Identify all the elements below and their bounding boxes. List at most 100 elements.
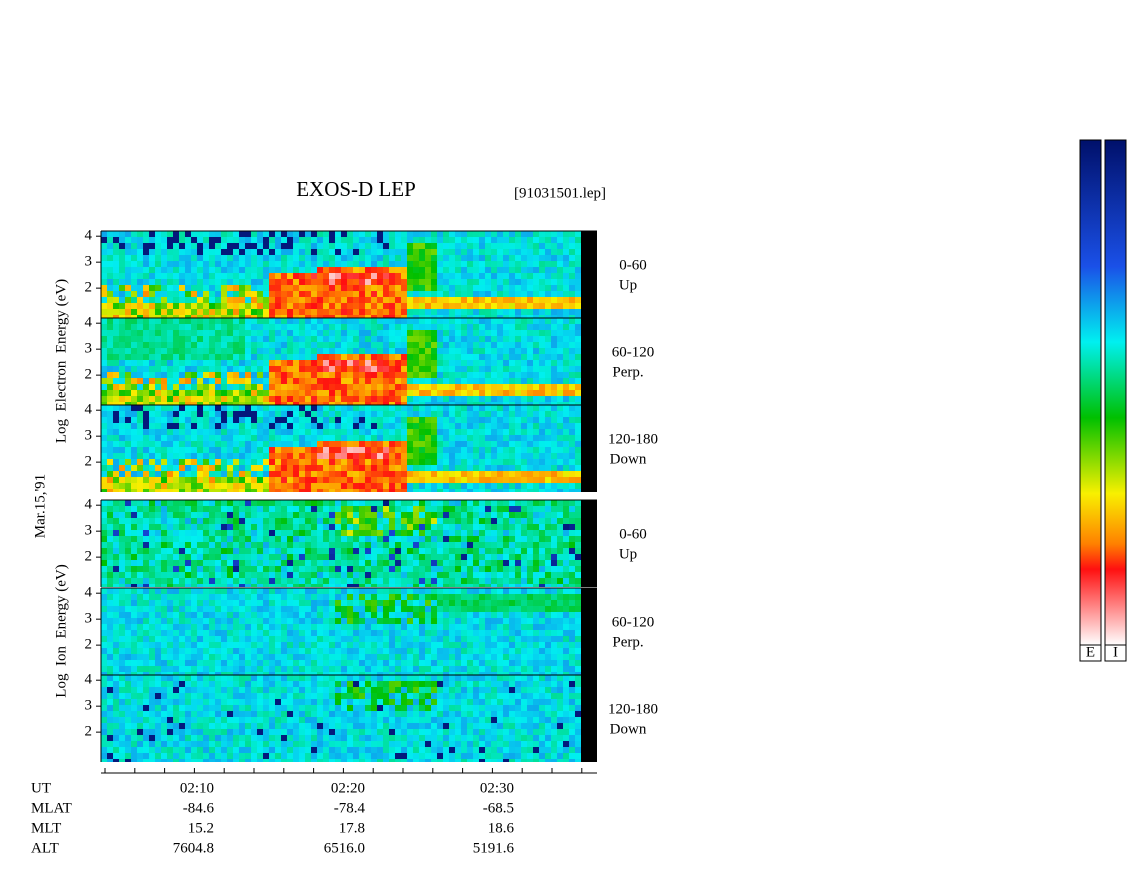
spectrogram-cell — [467, 423, 473, 429]
spectrogram-cell — [389, 453, 395, 459]
spectrogram-cell — [101, 560, 107, 566]
spectrogram-cell — [311, 471, 317, 477]
spectrogram-cell — [227, 279, 233, 285]
spectrogram-cell — [323, 524, 329, 530]
spectrogram-cell — [533, 548, 539, 554]
spectrogram-cell — [143, 654, 149, 660]
spectrogram-cell — [359, 489, 365, 492]
spectrogram-cell — [371, 360, 377, 366]
spectrogram-cell — [191, 548, 197, 554]
spectrogram-cell — [137, 624, 143, 630]
spectrogram-cell — [347, 453, 353, 459]
spectrogram-cell — [137, 524, 143, 530]
spectrogram-cell — [545, 471, 551, 477]
spectrogram-cell — [305, 429, 311, 435]
spectrogram-cell — [161, 453, 167, 459]
spectrogram-cell — [359, 506, 365, 512]
spectrogram-cell — [173, 417, 179, 423]
spectrogram-cell — [215, 330, 221, 336]
spectrogram-cell — [299, 384, 305, 390]
spectrogram-cell — [467, 342, 473, 348]
spectrogram-cell — [113, 588, 119, 594]
spectrogram-cell — [155, 530, 161, 536]
spectrogram-cell — [233, 348, 239, 354]
spectrogram-cell — [575, 336, 581, 342]
spectrogram-cell — [239, 390, 245, 396]
spectrogram-cell — [401, 572, 407, 578]
spectrogram-cell — [113, 441, 119, 447]
spectrogram-cell — [275, 396, 281, 402]
spectrogram-cell — [101, 315, 107, 318]
spectrogram-cell — [161, 489, 167, 492]
spectrogram-cell — [281, 483, 287, 489]
spectrogram-cell — [371, 255, 377, 261]
spectrogram-cell — [281, 348, 287, 354]
spectrogram-cell — [179, 512, 185, 518]
spectrogram-cell — [227, 309, 233, 315]
spectrogram-cell — [467, 390, 473, 396]
spectrogram-cell — [365, 330, 371, 336]
spectrogram-cell — [545, 584, 551, 587]
spectrogram-cell — [539, 483, 545, 489]
spectrogram-cell — [227, 429, 233, 435]
spectrogram-cell — [269, 348, 275, 354]
spectrogram-cell — [563, 318, 569, 324]
spectrogram-cell — [509, 402, 515, 405]
spectrogram-cell — [341, 366, 347, 372]
spectrogram-cell — [329, 483, 335, 489]
spectrogram-cell — [521, 255, 527, 261]
spectrogram-cell — [137, 279, 143, 285]
spectrogram-cell — [323, 477, 329, 483]
spectrogram-cell — [155, 243, 161, 249]
spectrogram-cell — [239, 500, 245, 506]
spectrogram-cell — [257, 291, 263, 297]
spectrogram-cell — [323, 453, 329, 459]
spectrogram-cell — [203, 291, 209, 297]
spectrogram-cell — [215, 231, 221, 237]
spectrogram-cell — [497, 423, 503, 429]
spectrogram-cell — [263, 417, 269, 423]
spectrogram-cell — [383, 423, 389, 429]
spectrogram-cell — [275, 411, 281, 417]
spectrogram-cell — [563, 411, 569, 417]
spectrogram-cell — [233, 423, 239, 429]
spectrogram-cell — [125, 273, 131, 279]
spectrogram-cell — [341, 249, 347, 255]
spectrogram-cell — [407, 372, 413, 378]
spectrogram-cell — [293, 518, 299, 524]
spectrogram-cell — [353, 360, 359, 366]
spectrogram-cell — [131, 654, 137, 660]
spectrogram-cell — [155, 459, 161, 465]
spectrogram-cell — [233, 435, 239, 441]
spectrogram-cell — [293, 536, 299, 542]
spectrogram-cell — [149, 309, 155, 315]
spectrogram-cell — [449, 536, 455, 542]
spectrogram-cell — [215, 378, 221, 384]
spectrogram-cell — [311, 530, 317, 536]
spectrogram-cell — [443, 261, 449, 267]
spectrogram-cell — [545, 336, 551, 342]
spectrogram-cell — [125, 600, 131, 606]
spectrogram-cell — [215, 435, 221, 441]
spectrogram-cell — [377, 384, 383, 390]
spectrogram-cell — [317, 336, 323, 342]
spectrogram-cell — [209, 548, 215, 554]
spectrogram-cell — [539, 512, 545, 518]
spectrogram-cell — [299, 459, 305, 465]
spectrogram-cell — [407, 524, 413, 530]
spectrogram-cell — [107, 297, 113, 303]
spectrogram-cell — [317, 560, 323, 566]
spectrogram-cell — [227, 524, 233, 530]
spectrogram-cell — [563, 309, 569, 315]
spectrogram-cell — [281, 291, 287, 297]
spectrogram-cell — [239, 459, 245, 465]
spectrogram-cell — [227, 285, 233, 291]
spectrogram-cell — [287, 572, 293, 578]
spectrogram-cell — [437, 542, 443, 548]
spectrogram-cell — [155, 630, 161, 636]
spectrogram-cell — [479, 360, 485, 366]
spectrogram-cell — [305, 459, 311, 465]
spectrogram-cell — [305, 441, 311, 447]
spectrogram-cell — [311, 366, 317, 372]
spectrogram-cell — [257, 390, 263, 396]
